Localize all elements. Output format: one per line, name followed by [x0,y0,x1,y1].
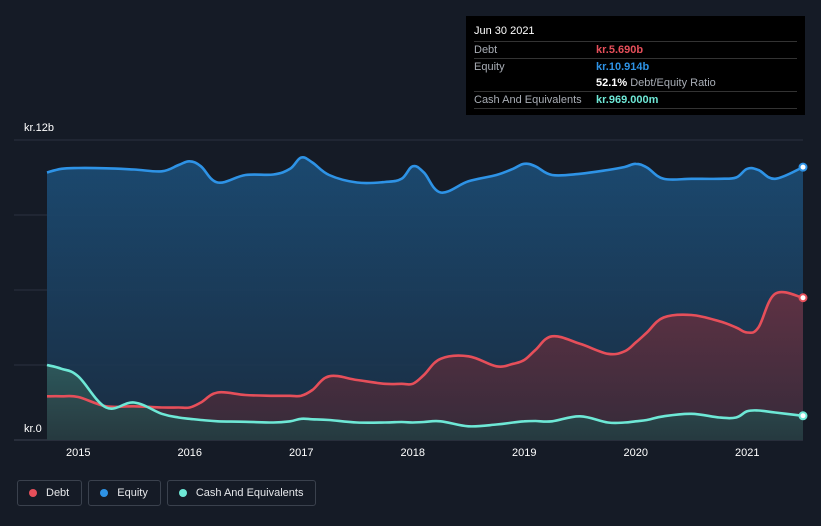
legend-label-debt: Debt [46,487,70,499]
x-tick-label-2021: 2021 [735,447,759,459]
equity-dot-icon [100,489,109,497]
series-areas [47,157,803,440]
tooltip-equity-label: Equity [474,61,505,73]
x-tick-label-2018: 2018 [400,447,424,459]
tooltip-debt-label: Debt [474,44,498,56]
x-tick-label-2019: 2019 [512,447,536,459]
x-tick-label-2016: 2016 [177,447,201,459]
y-tick-label-0: kr.12b [24,122,54,134]
tooltip-cash-row: Cash And Equivalents kr.969.000m [474,92,797,109]
debt-end-point [798,293,808,303]
tooltip-ratio-row: 52.1% Debt/Equity Ratio [474,75,797,92]
cash-and-equivalents-line [46,363,804,428]
debt-line [46,290,804,410]
series-lines [46,155,804,428]
tooltip-debt-row: Debt kr.5.690b [474,42,797,59]
cash-and-equivalents-end-point [798,411,808,421]
legend-item-debt[interactable]: Debt [17,480,83,506]
chart-legend: Debt Equity Cash And Equivalents [17,480,317,506]
debt-area [47,292,803,440]
legend-item-cash[interactable]: Cash And Equivalents [166,480,317,506]
legend-label-equity: Equity [117,487,148,499]
y-tick-label-1: kr.0 [24,423,42,435]
debt-dot-icon [29,489,37,497]
cash-and-equivalents-area [47,365,803,440]
axes: kr.12b kr.0 2015 2016 2017 2018 2019 2020 2021 [24,122,759,459]
tooltip-cash-value: kr.969.000m [596,94,659,106]
tooltip-equity-row: Equity kr.10.914b [474,59,797,75]
tooltip-cash-label: Cash And Equivalents [474,94,582,106]
x-tick-label-2017: 2017 [289,447,313,459]
tooltip-panel: Jun 30 2021 Debt kr.5.690b Equity kr.10.… [466,16,805,115]
tooltip-ratio-value: 52.1% [596,77,628,89]
tooltip-date: Jun 30 2021 [474,22,797,42]
legend-label-cash: Cash And Equivalents [195,487,304,499]
x-tick-label-2015: 2015 [66,447,90,459]
equity-line [46,155,804,194]
tooltip-ratio-label: Debt/Equity Ratio [630,77,716,89]
x-tick-label-2020: 2020 [624,447,648,459]
legend-item-equity[interactable]: Equity [88,480,161,506]
end-points [798,162,808,421]
tooltip-debt-value: kr.5.690b [596,44,644,56]
tooltip-equity-value: kr.10.914b [596,61,650,73]
equity-end-point [798,162,808,172]
cash-dot-icon [178,489,187,497]
